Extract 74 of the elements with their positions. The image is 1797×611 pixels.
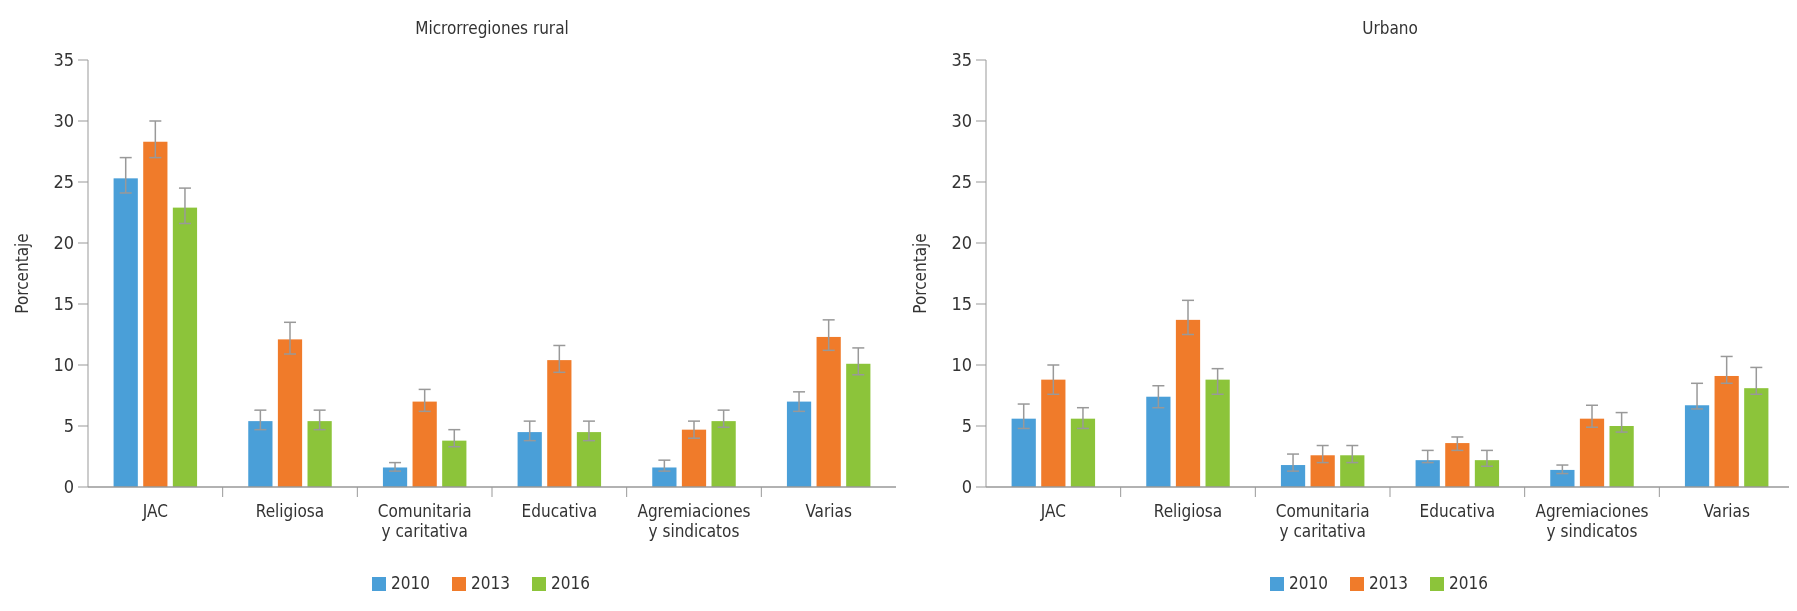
bar — [442, 440, 467, 487]
bar — [547, 360, 572, 487]
bar — [307, 421, 332, 487]
bar — [412, 401, 437, 487]
bar — [1684, 405, 1710, 487]
bar — [1744, 388, 1769, 487]
x-tick-label: Varias — [1703, 501, 1750, 521]
x-tick-label: Educativa — [1419, 501, 1496, 521]
bar — [1340, 455, 1365, 487]
y-tick-label: 35 — [951, 49, 972, 71]
x-tick-label: Comunitaria y caritativa — [377, 501, 472, 541]
y-tick-label: 20 — [53, 232, 74, 254]
x-tick-label: Varias — [805, 501, 852, 521]
x-tick-label: JAC — [141, 501, 168, 521]
y-tick-label: 25 — [53, 171, 74, 193]
legend-label: 2010 — [391, 573, 430, 593]
bar — [1550, 469, 1575, 487]
bar — [277, 339, 303, 487]
bar — [1415, 460, 1440, 487]
bar — [786, 401, 812, 487]
x-tick-label: JAC — [1039, 501, 1066, 521]
bar — [1280, 465, 1306, 487]
legend-label: 2013 — [471, 573, 510, 593]
y-tick-label: 25 — [951, 171, 972, 193]
x-tick-label: Agremiaciones y sindicatos — [637, 501, 751, 541]
bar — [1175, 319, 1201, 487]
x-tick-label: Agremiaciones y sindicatos — [1535, 501, 1649, 541]
bar — [1579, 418, 1605, 487]
bar — [1146, 396, 1171, 487]
bar — [172, 207, 198, 487]
bar — [1041, 379, 1066, 487]
bar — [681, 429, 707, 487]
bar — [1474, 460, 1500, 487]
x-tick-label: Religiosa — [255, 501, 325, 521]
legend-label: 2016 — [551, 573, 590, 593]
bar — [652, 467, 677, 487]
y-axis-title: Porcentaje — [910, 233, 930, 314]
chart-title: Urbano — [1362, 18, 1418, 38]
chart-title: Microrregiones rural — [415, 18, 569, 38]
y-tick-label: 20 — [951, 232, 972, 254]
legend-label: 2016 — [1449, 573, 1488, 593]
bar — [143, 141, 168, 487]
y-tick-label: 0 — [63, 476, 74, 498]
y-tick-label: 15 — [53, 293, 74, 315]
x-tick-label: Comunitaria y caritativa — [1275, 501, 1370, 541]
bar — [576, 432, 602, 487]
bar — [711, 421, 736, 487]
y-tick-label: 5 — [961, 415, 972, 437]
bar — [113, 178, 138, 487]
bar — [1714, 375, 1739, 487]
y-tick-label: 30 — [53, 110, 74, 132]
bar — [1205, 379, 1230, 487]
bar — [517, 432, 542, 487]
bar — [1310, 455, 1335, 487]
y-tick-label: 10 — [53, 354, 74, 376]
x-tick-label: Educativa — [521, 501, 598, 521]
bar — [382, 467, 408, 487]
bar — [1609, 426, 1634, 487]
y-tick-label: 5 — [63, 415, 74, 437]
y-tick-label: 0 — [961, 476, 972, 498]
bar — [1070, 418, 1096, 487]
bar — [816, 336, 841, 487]
y-tick-label: 10 — [951, 354, 972, 376]
y-tick-label: 30 — [951, 110, 972, 132]
bar — [248, 421, 273, 487]
legend-label: 2010 — [1289, 573, 1328, 593]
y-tick-label: 35 — [53, 49, 74, 71]
bar — [1445, 443, 1470, 487]
y-tick-label: 15 — [951, 293, 972, 315]
bar — [846, 363, 871, 487]
x-tick-label: Religiosa — [1153, 501, 1223, 521]
y-axis-title: Porcentaje — [12, 233, 32, 314]
legend-label: 2013 — [1369, 573, 1408, 593]
bar — [1011, 418, 1036, 487]
